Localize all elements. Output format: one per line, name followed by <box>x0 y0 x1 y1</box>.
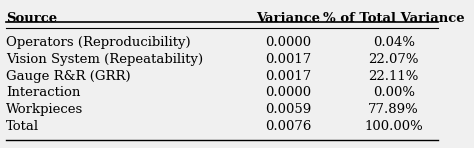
Text: Vision System (Repeatability): Vision System (Repeatability) <box>6 53 203 66</box>
Text: 0.0017: 0.0017 <box>265 53 311 66</box>
Text: Operators (Reproducibility): Operators (Reproducibility) <box>6 36 191 49</box>
Text: 100.00%: 100.00% <box>365 120 423 133</box>
Text: Variance: Variance <box>256 12 320 25</box>
Text: Workpieces: Workpieces <box>6 103 83 116</box>
Text: 0.0017: 0.0017 <box>265 70 311 83</box>
Text: 22.07%: 22.07% <box>368 53 419 66</box>
Text: 77.89%: 77.89% <box>368 103 419 116</box>
Text: % of Total Variance: % of Total Variance <box>323 12 465 25</box>
Text: 0.0000: 0.0000 <box>265 36 311 49</box>
Text: Interaction: Interaction <box>6 86 80 99</box>
Text: 0.0059: 0.0059 <box>265 103 311 116</box>
Text: 22.11%: 22.11% <box>368 70 419 83</box>
Text: Source: Source <box>6 12 57 25</box>
Text: Total: Total <box>6 120 39 133</box>
Text: Gauge R&R (GRR): Gauge R&R (GRR) <box>6 70 130 83</box>
Text: 0.0076: 0.0076 <box>265 120 311 133</box>
Text: 0.00%: 0.00% <box>373 86 415 99</box>
Text: 0.0000: 0.0000 <box>265 86 311 99</box>
Text: 0.04%: 0.04% <box>373 36 415 49</box>
